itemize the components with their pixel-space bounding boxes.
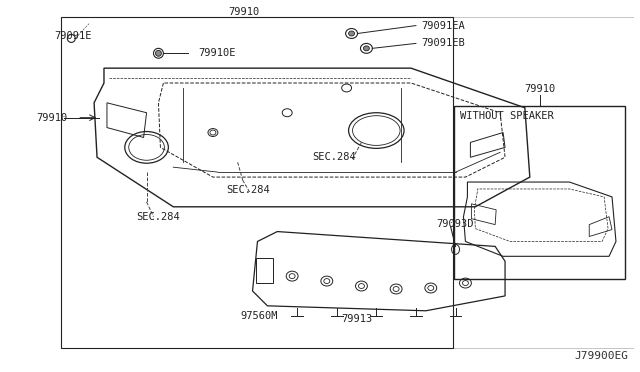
- Ellipse shape: [156, 50, 161, 56]
- Ellipse shape: [349, 31, 355, 36]
- Text: SEC.284: SEC.284: [312, 152, 356, 162]
- Text: WITHOUT SPEAKER: WITHOUT SPEAKER: [460, 111, 553, 121]
- Text: 79910: 79910: [36, 113, 67, 123]
- Text: 97560M: 97560M: [241, 311, 278, 321]
- Ellipse shape: [364, 46, 369, 51]
- Text: 79091EA: 79091EA: [421, 20, 465, 31]
- Text: 79091E: 79091E: [54, 32, 92, 41]
- Text: 79910: 79910: [524, 84, 556, 94]
- Text: 79091EB: 79091EB: [421, 38, 465, 48]
- Bar: [255, 258, 273, 283]
- Text: 79913: 79913: [342, 314, 373, 324]
- Text: SEC.284: SEC.284: [226, 185, 269, 195]
- Text: 79910E: 79910E: [198, 48, 236, 58]
- Bar: [454, 106, 625, 279]
- Text: 79910: 79910: [228, 7, 259, 17]
- Text: SEC.284: SEC.284: [137, 212, 180, 222]
- Text: J79900EG: J79900EG: [574, 351, 628, 361]
- Bar: [61, 17, 452, 349]
- Text: 79093D: 79093D: [436, 219, 474, 229]
